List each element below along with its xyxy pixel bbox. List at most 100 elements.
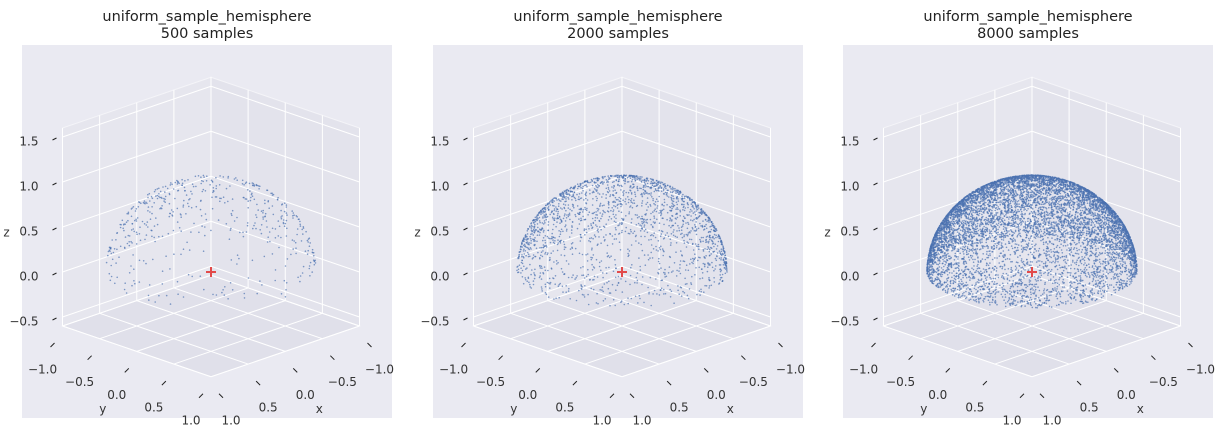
- point: [144, 202, 146, 205]
- point: [693, 258, 695, 260]
- point: [655, 182, 657, 185]
- point: [658, 187, 660, 189]
- point: [682, 193, 684, 196]
- point: [646, 192, 648, 194]
- point: [1028, 213, 1031, 215]
- point: [299, 220, 301, 223]
- point: [158, 193, 160, 195]
- point: [661, 209, 664, 211]
- point: [610, 255, 612, 257]
- point: [639, 187, 641, 189]
- point: [554, 283, 556, 285]
- point: [559, 240, 562, 242]
- point: [677, 224, 679, 227]
- x-tick-label: −0.5: [1149, 375, 1178, 389]
- point: [622, 179, 625, 182]
- point: [603, 226, 606, 228]
- point: [641, 176, 643, 178]
- point: [526, 238, 529, 241]
- point: [134, 219, 136, 222]
- point: [156, 223, 159, 226]
- point: [1123, 255, 1125, 258]
- point: [624, 198, 627, 200]
- point: [591, 249, 593, 251]
- point: [540, 246, 543, 249]
- point: [612, 270, 615, 273]
- point: [702, 220, 704, 222]
- point: [200, 176, 202, 178]
- point: [685, 233, 688, 236]
- point: [975, 300, 978, 303]
- point: [614, 233, 616, 236]
- point: [1033, 276, 1036, 278]
- point: [607, 186, 610, 189]
- point: [569, 208, 571, 211]
- point: [571, 221, 574, 223]
- point: [1026, 285, 1029, 288]
- point: [543, 207, 545, 209]
- point: [1070, 272, 1072, 274]
- point: [301, 272, 304, 274]
- point: [722, 248, 725, 250]
- point: [521, 246, 524, 248]
- point: [670, 226, 672, 229]
- point: [615, 198, 618, 201]
- point: [671, 188, 674, 190]
- point: [662, 254, 664, 257]
- y-tick-label: −0.5: [65, 375, 94, 389]
- point: [259, 280, 261, 282]
- point: [719, 274, 721, 276]
- point: [652, 199, 654, 202]
- point: [264, 199, 266, 202]
- point: [591, 226, 594, 229]
- point: [591, 184, 594, 187]
- point: [698, 290, 701, 292]
- point: [1019, 274, 1022, 277]
- point: [671, 186, 674, 189]
- point: [613, 184, 615, 187]
- point: [550, 252, 552, 254]
- point: [682, 220, 684, 222]
- grid-line: [621, 265, 771, 318]
- grid-line: [473, 265, 623, 318]
- point: [540, 209, 542, 212]
- x-tick: [741, 355, 746, 361]
- point: [684, 207, 687, 209]
- point: [663, 293, 665, 295]
- point: [530, 227, 533, 229]
- point: [294, 241, 297, 244]
- point: [649, 276, 652, 279]
- point: [561, 208, 563, 210]
- point: [170, 182, 172, 184]
- point: [564, 246, 567, 249]
- point: [255, 214, 257, 216]
- point: [593, 188, 596, 190]
- point: [268, 207, 270, 209]
- point: [1095, 255, 1097, 258]
- point: [138, 259, 141, 262]
- point: [983, 212, 985, 214]
- point: [547, 207, 549, 209]
- point: [558, 230, 560, 232]
- point: [284, 222, 287, 225]
- point: [229, 185, 231, 187]
- point: [544, 216, 546, 219]
- point: [641, 276, 644, 278]
- point: [554, 237, 556, 239]
- point: [150, 229, 152, 232]
- point: [694, 257, 697, 259]
- point: [606, 184, 609, 186]
- point: [281, 203, 284, 205]
- point: [655, 198, 658, 200]
- point: [567, 196, 569, 199]
- point: [1010, 183, 1013, 186]
- point: [647, 193, 649, 195]
- point: [595, 224, 597, 226]
- grid-line: [210, 265, 360, 318]
- point: [116, 232, 118, 234]
- point: [517, 271, 520, 273]
- point: [524, 238, 526, 241]
- point: [646, 201, 649, 204]
- point: [692, 260, 695, 262]
- point: [253, 198, 256, 201]
